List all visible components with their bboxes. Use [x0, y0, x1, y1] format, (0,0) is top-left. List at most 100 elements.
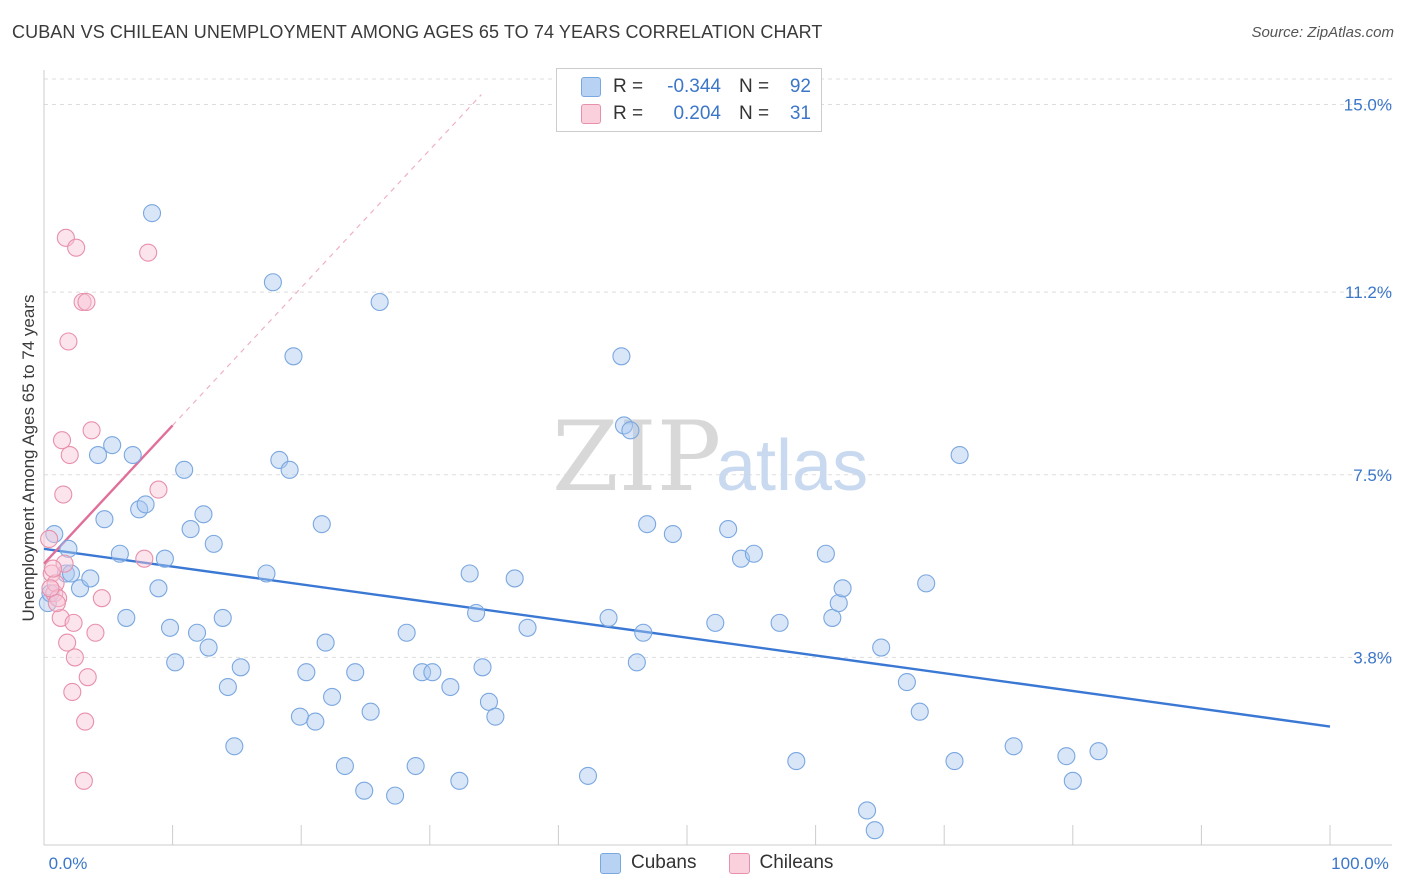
cubans-point-40: [323, 687, 342, 706]
cubans-point-85: [945, 752, 964, 771]
chileans-point-16: [67, 238, 86, 257]
cubans-n-value: 92: [789, 76, 811, 97]
cubans-point-83: [910, 702, 929, 721]
cubans-point-10: [110, 544, 129, 563]
chileans-point-24: [92, 589, 111, 608]
correlation-legend: R = -0.344 N = 92 R = 0.204 N = 31: [556, 68, 822, 132]
cubans-legend-swatch: [600, 852, 621, 874]
cubans-point-52: [450, 771, 469, 790]
cubans-point-23: [194, 505, 213, 524]
cubans-point-66: [634, 623, 653, 642]
cubans-point-6: [81, 569, 100, 588]
chileans-point-21: [78, 668, 97, 687]
cubans-point-55: [473, 658, 492, 677]
cubans-point-59: [518, 618, 537, 637]
cubans-point-7: [88, 445, 108, 465]
cubans-point-58: [505, 569, 524, 588]
cubans-point-69: [706, 613, 725, 632]
cubans-point-90: [1089, 742, 1108, 761]
chileans-point-29: [43, 559, 63, 578]
chileans-point-27: [149, 480, 168, 499]
chileans-point-25: [135, 549, 154, 568]
cubans-point-72: [744, 544, 763, 563]
cubans-point-79: [857, 801, 877, 820]
cubans-point-31: [263, 273, 282, 292]
watermark-atlas: atlas: [716, 426, 868, 506]
axes: [43, 70, 1392, 846]
cubans-point-16: [149, 579, 168, 598]
cubans-point-4: [61, 564, 81, 583]
cubans-point-15: [142, 204, 162, 223]
chileans-point-23: [86, 623, 105, 642]
cubans-point-54: [467, 603, 486, 623]
cubans-point-60: [578, 766, 598, 785]
cubans-point-24: [199, 638, 218, 657]
chileans-point-8: [55, 554, 74, 573]
chileans-point-18: [74, 771, 93, 790]
r-label: R =: [613, 76, 644, 97]
chileans-point-6: [52, 431, 72, 450]
chileans-point-12: [60, 445, 79, 465]
legend-item-cubans[interactable]: Cubans: [600, 852, 697, 874]
chileans-n-value: 31: [789, 103, 811, 124]
chileans-legend-swatch: [728, 852, 750, 874]
cubans-point-22: [187, 623, 207, 642]
chileans-point-11: [59, 332, 78, 351]
chart-title: CUBAN VS CHILEAN UNEMPLOYMENT AMONG AGES…: [12, 22, 823, 42]
chileans-swatch: [581, 104, 601, 124]
chileans-point-22: [82, 421, 101, 440]
legend-item-chileans[interactable]: Chileans: [728, 852, 833, 874]
cubans-point-27: [218, 677, 237, 697]
cubans-point-77: [829, 594, 848, 613]
cubans-point-50: [423, 663, 442, 682]
cubans-point-84: [917, 574, 936, 593]
cubans-point-48: [406, 756, 425, 776]
cubans-point-42: [346, 663, 365, 682]
cubans-point-38: [312, 515, 331, 534]
chileans-point-15: [65, 648, 84, 667]
cubans-point-73: [770, 613, 789, 632]
cubans-point-70: [719, 520, 738, 539]
legend-row-chileans: R = 0.204 N = 31: [581, 103, 811, 125]
cubans-legend-label: Cubans: [631, 852, 697, 873]
cubans-swatch: [581, 77, 601, 97]
chileans-point-30: [47, 594, 66, 613]
cubans-point-8: [95, 510, 114, 529]
cubans-point-87: [1004, 737, 1023, 756]
chileans-point-26: [139, 243, 158, 262]
cubans-point-34: [284, 347, 303, 366]
cubans-point-35: [290, 707, 309, 726]
chileans-point-17: [73, 292, 92, 312]
cubans-point-36: [297, 663, 316, 682]
y-tick-label-1: 7.5%: [1353, 466, 1392, 485]
cubans-point-49: [413, 663, 432, 682]
cubans-r-value: -0.344: [667, 76, 721, 97]
y-tick-label-3: 15.0%: [1344, 96, 1392, 115]
cubans-point-28: [225, 737, 244, 756]
chileans-point-7: [54, 485, 73, 504]
series-legend: Cubans Chileans: [600, 852, 865, 874]
cubans-point-39: [316, 633, 335, 652]
cubans-point-30: [257, 564, 276, 583]
chileans-point-0: [40, 529, 59, 548]
y-axis-label: Unemployment Among Ages 65 to 74 years: [19, 295, 38, 622]
cubans-point-51: [441, 677, 460, 697]
cubans-point-20: [175, 460, 194, 479]
cubans-point-61: [599, 608, 618, 627]
chileans-point-10: [58, 633, 77, 652]
cubans-point-68: [663, 524, 682, 544]
cubans-point-64: [621, 421, 640, 440]
chileans-point-3: [46, 574, 65, 593]
cubans-point-57: [486, 707, 505, 726]
watermark-zip: ZIP: [552, 401, 721, 513]
cubans-point-53: [460, 564, 479, 583]
y-tick-label-0: 3.8%: [1353, 648, 1392, 667]
cubans-point-17: [155, 549, 174, 568]
cubans-point-86: [950, 445, 969, 465]
r-label: R =: [613, 103, 644, 124]
cubans-trend-line: [43, 547, 1331, 728]
cubans-point-1: [45, 524, 64, 544]
cubans-point-29: [231, 658, 250, 677]
cubans-point-37: [306, 712, 325, 731]
